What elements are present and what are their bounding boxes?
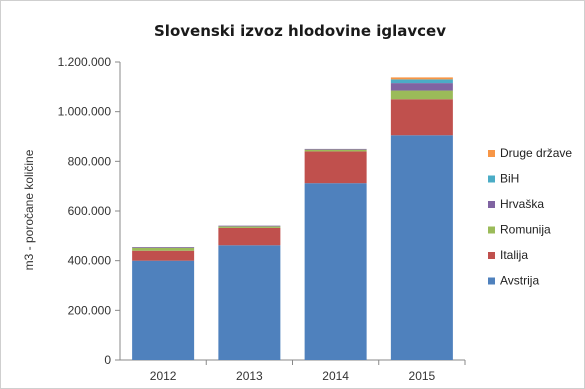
- legend-swatch: [488, 175, 495, 183]
- x-tick-label: 2012: [150, 369, 177, 383]
- legend-label: Hrvaška: [500, 197, 544, 211]
- bar-segment: [304, 151, 367, 184]
- x-tick-label: 2013: [236, 369, 263, 383]
- bar-segment: [218, 245, 281, 360]
- bar-segment: [218, 227, 281, 246]
- y-tick-label: 400.000: [68, 254, 112, 268]
- legend-swatch: [488, 226, 495, 234]
- x-tick-label: 2014: [322, 369, 349, 383]
- bar-segment: [132, 247, 195, 251]
- legend-label: Druge države: [500, 146, 572, 160]
- y-tick-label: 1.200.000: [58, 55, 112, 69]
- y-tick-label: 1.000.000: [58, 105, 112, 119]
- chart-title: Slovenski izvoz hlodovine iglavcev: [154, 22, 446, 40]
- bar-segment: [390, 83, 453, 91]
- bar-segment: [132, 247, 195, 248]
- bar-segment: [390, 79, 453, 84]
- legend-swatch: [488, 150, 495, 157]
- bar-segment: [390, 99, 453, 136]
- legend: Druge države BiH Hrvaška Romunija Italija Avs…: [488, 146, 572, 288]
- y-tick-label: 0: [104, 353, 111, 367]
- x-tick-label: 2015: [409, 369, 436, 383]
- legend-swatch: [488, 201, 495, 208]
- bar-segment: [304, 149, 367, 152]
- legend-label: Romunija: [500, 223, 551, 237]
- plot-area: 0 200.000 400.000 600.000 800.000 1.000.000 1.…: [58, 55, 466, 383]
- y-tick-label: 600.000: [68, 204, 112, 218]
- bar-segment: [304, 148, 367, 150]
- legend-label: Avstrija: [500, 274, 539, 288]
- bar-segment: [218, 226, 281, 228]
- legend-swatch: [488, 277, 495, 285]
- legend-label: Italija: [500, 248, 528, 262]
- y-axis-label: m3 - poročane količine: [22, 149, 36, 270]
- y-tick-label: 200.000: [68, 303, 112, 317]
- bar-segment: [390, 90, 453, 100]
- y-tick-label: 800.000: [68, 154, 112, 168]
- legend-swatch: [488, 252, 495, 259]
- bar-segment: [390, 135, 453, 360]
- bar-segment: [390, 77, 453, 80]
- bar-segment: [304, 183, 367, 360]
- legend-label: BiH: [500, 172, 519, 186]
- bar-segment: [218, 225, 281, 227]
- bar-segment: [132, 250, 195, 261]
- bar-segment: [132, 260, 195, 360]
